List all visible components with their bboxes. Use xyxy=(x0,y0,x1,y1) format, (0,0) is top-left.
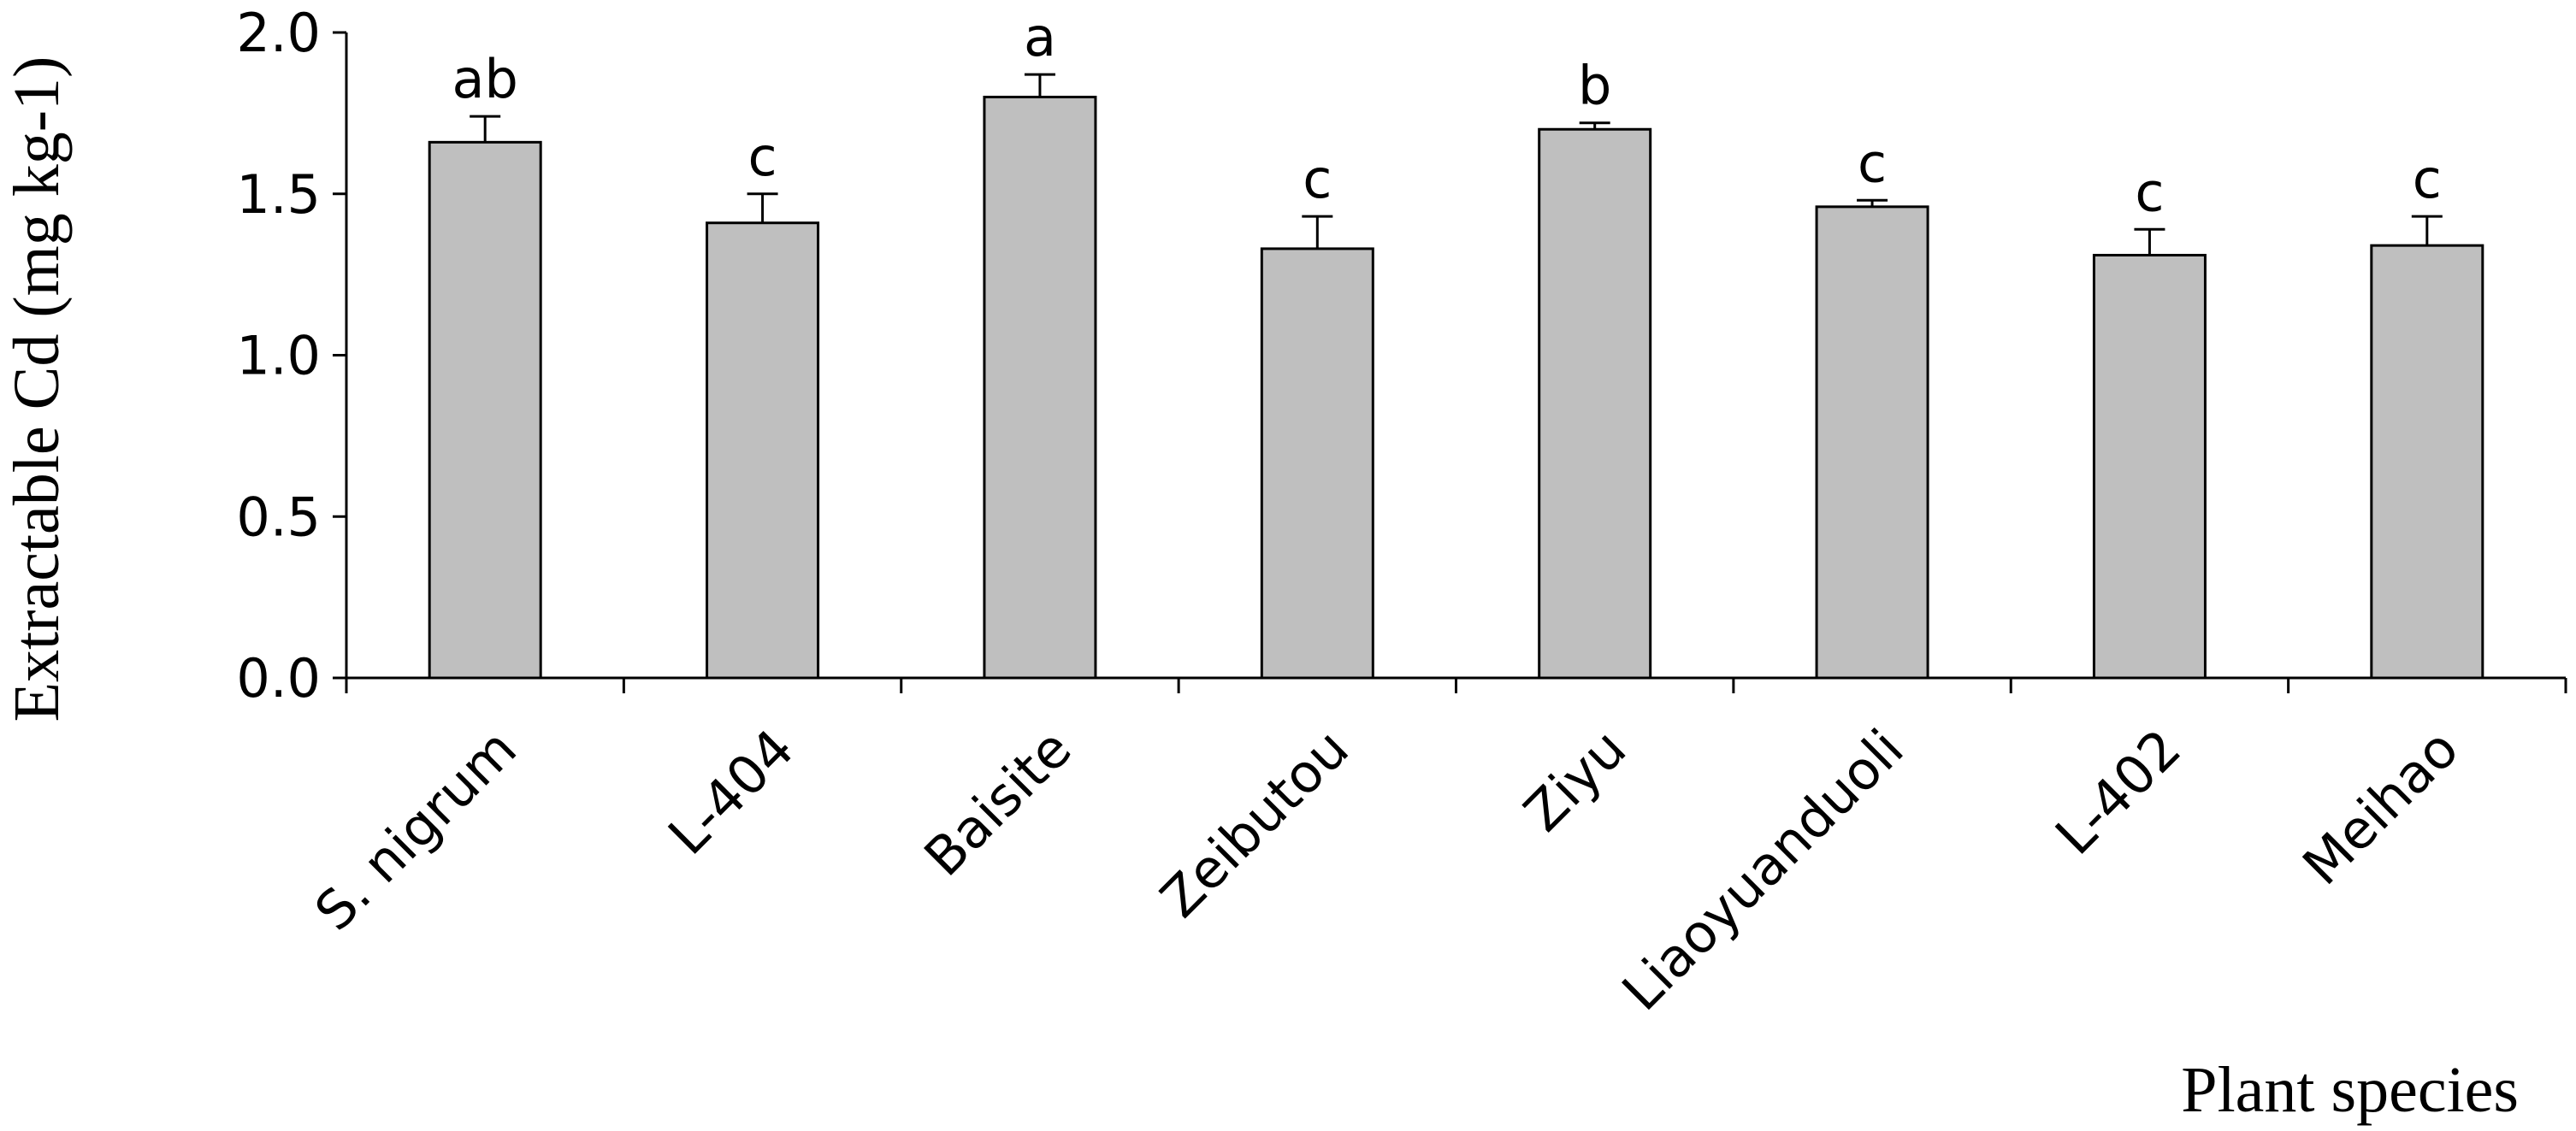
x-tick-label: Liaoyuanduoli xyxy=(1610,717,1916,1022)
x-tick-label: Baisite xyxy=(913,717,1084,888)
x-tick-label: Zeibutou xyxy=(1149,717,1361,929)
y-tick-label: 1.5 xyxy=(236,163,321,226)
x-tick-labels: S. nigrum L-404 Baisite Zeibutou ZiyuLiaoyua… xyxy=(303,717,2470,1022)
x-axis xyxy=(345,676,2567,693)
x-tick-label: Ziyu xyxy=(1512,717,1639,844)
y-axis: 0.0 0.5 1.0 1.5 2.0 xyxy=(236,2,348,710)
significance-label: c xyxy=(2135,161,2164,223)
y-tick-label: 1.0 xyxy=(236,325,321,387)
significance-label: b xyxy=(1578,55,1611,117)
significance-label: ab xyxy=(452,48,518,110)
bar xyxy=(2092,253,2207,680)
significance-label: c xyxy=(1303,148,1332,210)
y-tick-label: 2.0 xyxy=(236,2,321,64)
significance-labels: ab c a c b c c c xyxy=(452,6,2442,223)
bar xyxy=(1815,205,1929,680)
significance-label: c xyxy=(748,126,777,188)
bar xyxy=(706,221,820,680)
y-tick-label: 0.5 xyxy=(236,486,321,548)
x-tick-label: Meihao xyxy=(2290,717,2470,897)
bar xyxy=(983,96,1097,680)
x-tick-label: S. nigrum xyxy=(303,717,529,943)
bar xyxy=(1538,127,1652,680)
y-tick-label: 0.0 xyxy=(236,647,321,710)
bars xyxy=(428,96,2484,680)
significance-label: c xyxy=(2413,148,2442,210)
significance-label: c xyxy=(1858,132,1887,194)
error-bars xyxy=(470,73,2443,256)
bar xyxy=(428,140,542,680)
x-tick-label: L-402 xyxy=(2043,717,2193,867)
significance-label: a xyxy=(1024,6,1056,68)
x-tick-label: L-404 xyxy=(656,717,806,867)
y-axis-title: Extractable Cd (mg kg-1) xyxy=(1,56,73,722)
bar xyxy=(1260,247,1374,680)
bar xyxy=(2370,244,2484,680)
x-axis-title: Plant species xyxy=(2181,1054,2519,1126)
